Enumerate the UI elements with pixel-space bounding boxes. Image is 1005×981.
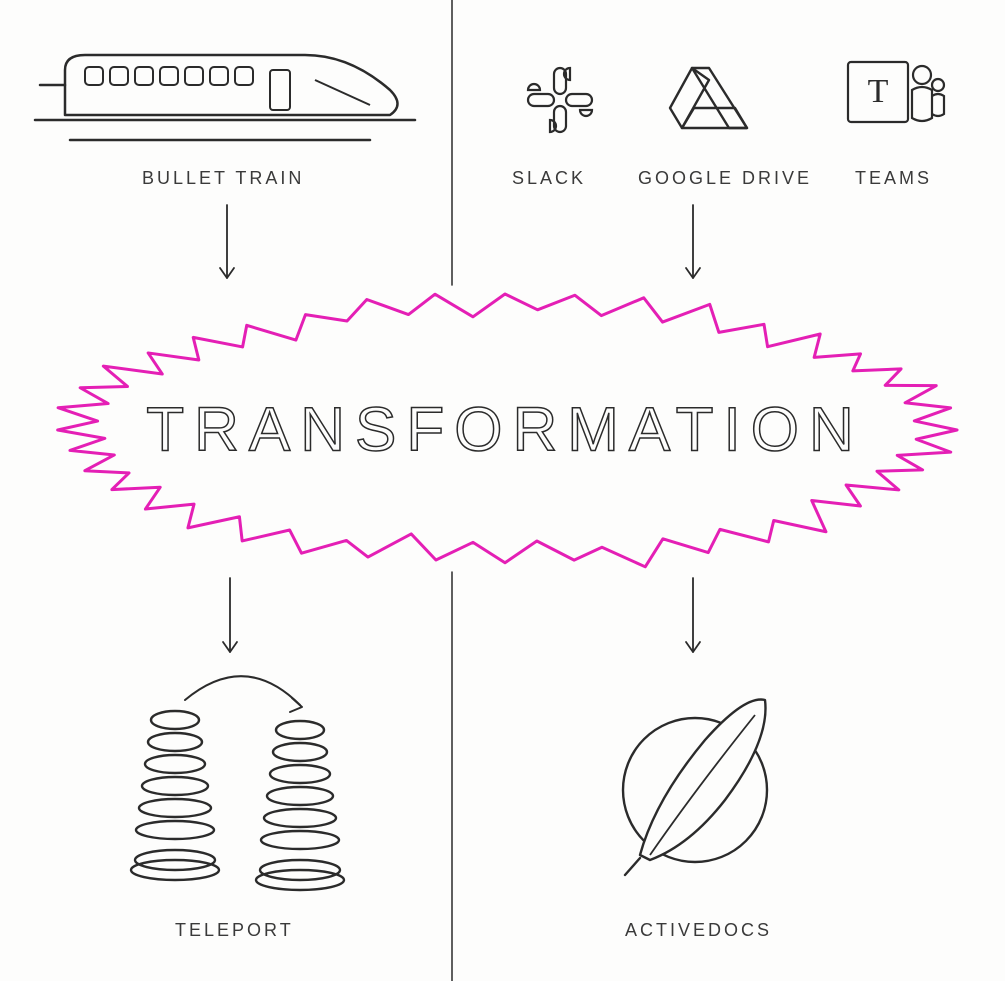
activedocs-icon bbox=[595, 680, 795, 880]
diagram-canvas: BULLET TRAIN SLACK GOOGLE DRIVE T TEAMS … bbox=[0, 0, 1005, 981]
teleport-label: TELEPORT bbox=[175, 920, 294, 941]
activedocs-label: ACTIVEDOCS bbox=[625, 920, 772, 941]
transformation-title: TRANSFORMATION bbox=[146, 395, 864, 466]
teleport-icon bbox=[115, 670, 375, 895]
